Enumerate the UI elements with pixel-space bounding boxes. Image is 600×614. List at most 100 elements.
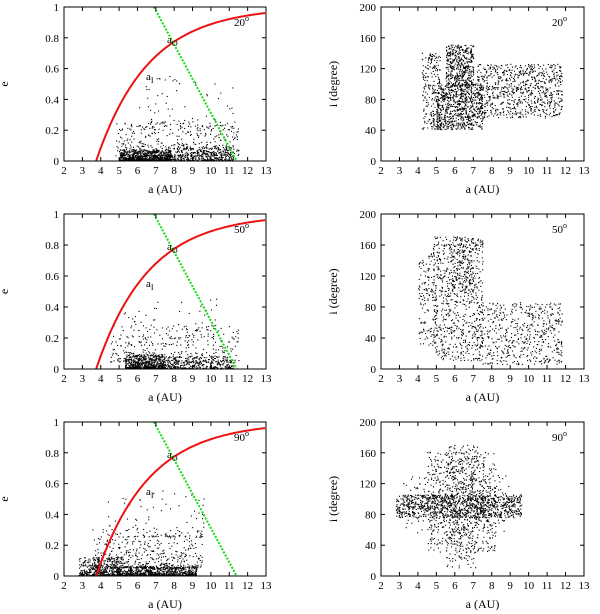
data-point — [195, 155, 197, 157]
data-point — [137, 365, 139, 367]
data-point — [483, 94, 485, 96]
data-point — [448, 48, 450, 50]
data-point — [432, 86, 434, 88]
data-point — [443, 92, 445, 94]
data-point — [228, 155, 230, 157]
data-point — [449, 81, 451, 83]
data-point — [502, 79, 504, 81]
data-point — [144, 362, 146, 364]
data-point — [146, 361, 148, 363]
data-point — [424, 116, 426, 118]
data-point — [161, 365, 163, 367]
data-point — [479, 93, 481, 95]
data-point — [460, 60, 462, 62]
data-point — [175, 360, 177, 362]
data-point — [517, 102, 519, 104]
data-point — [461, 79, 463, 81]
data-point — [439, 117, 441, 119]
data-point — [186, 341, 188, 343]
data-point — [464, 123, 466, 125]
data-point — [232, 365, 234, 367]
data-point — [132, 132, 134, 134]
data-point — [130, 158, 132, 160]
data-point — [213, 159, 215, 161]
data-point — [469, 85, 471, 87]
data-point — [465, 111, 467, 113]
data-point — [218, 152, 220, 154]
data-point — [489, 88, 491, 90]
data-point — [154, 112, 156, 114]
data-point — [464, 124, 466, 126]
data-point — [457, 76, 459, 78]
data-point — [143, 354, 145, 356]
data-point — [127, 142, 129, 144]
data-point — [142, 366, 144, 368]
data-point — [154, 152, 156, 154]
data-point — [450, 113, 452, 115]
data-point — [116, 140, 118, 142]
data-point — [142, 359, 144, 361]
data-point — [185, 154, 187, 156]
x-axis-label: a (AU) — [466, 182, 500, 196]
data-point — [545, 112, 547, 114]
data-point — [472, 56, 474, 58]
data-point — [193, 360, 195, 362]
data-point — [216, 158, 218, 160]
data-point — [150, 152, 152, 154]
data-point — [536, 75, 538, 77]
data-point — [517, 88, 519, 90]
data-point — [459, 103, 461, 105]
data-point — [438, 92, 440, 94]
data-point — [123, 159, 125, 161]
data-point — [236, 131, 238, 133]
data-point — [553, 72, 555, 74]
data-point — [457, 53, 459, 55]
data-point — [467, 66, 469, 68]
data-point — [200, 150, 202, 152]
data-point — [171, 367, 173, 369]
data-point — [436, 116, 438, 118]
data-point — [461, 108, 463, 110]
data-point — [150, 159, 152, 161]
data-point — [464, 67, 466, 69]
data-point — [232, 145, 234, 147]
data-point — [221, 346, 223, 348]
data-point — [517, 103, 519, 105]
data-point — [154, 356, 156, 358]
data-point — [170, 159, 172, 161]
data-point — [230, 348, 232, 350]
data-point — [468, 80, 470, 82]
data-point — [435, 69, 437, 71]
data-point — [560, 84, 562, 86]
data-point — [170, 364, 172, 366]
data-point — [445, 120, 447, 122]
data-point — [148, 360, 150, 362]
data-point — [437, 118, 439, 120]
data-point — [482, 104, 484, 106]
data-point — [441, 113, 443, 115]
data-point — [169, 147, 171, 149]
data-point — [142, 151, 144, 153]
data-point — [464, 73, 466, 75]
data-point — [203, 152, 205, 154]
data-point — [181, 156, 183, 158]
data-point — [450, 75, 452, 77]
data-point — [493, 68, 495, 70]
data-point — [129, 144, 131, 146]
data-point — [127, 359, 129, 361]
data-point — [481, 123, 483, 125]
data-point — [438, 78, 440, 80]
data-point — [453, 84, 455, 86]
data-point — [452, 123, 454, 125]
data-point — [428, 96, 430, 98]
data-point — [546, 114, 548, 116]
data-point — [175, 366, 177, 368]
data-point — [187, 354, 189, 356]
data-point — [474, 121, 476, 123]
data-point — [173, 366, 175, 368]
data-point — [222, 357, 224, 359]
data-point — [231, 107, 233, 109]
data-point — [139, 125, 141, 127]
data-point — [435, 111, 437, 113]
data-point — [520, 86, 522, 88]
